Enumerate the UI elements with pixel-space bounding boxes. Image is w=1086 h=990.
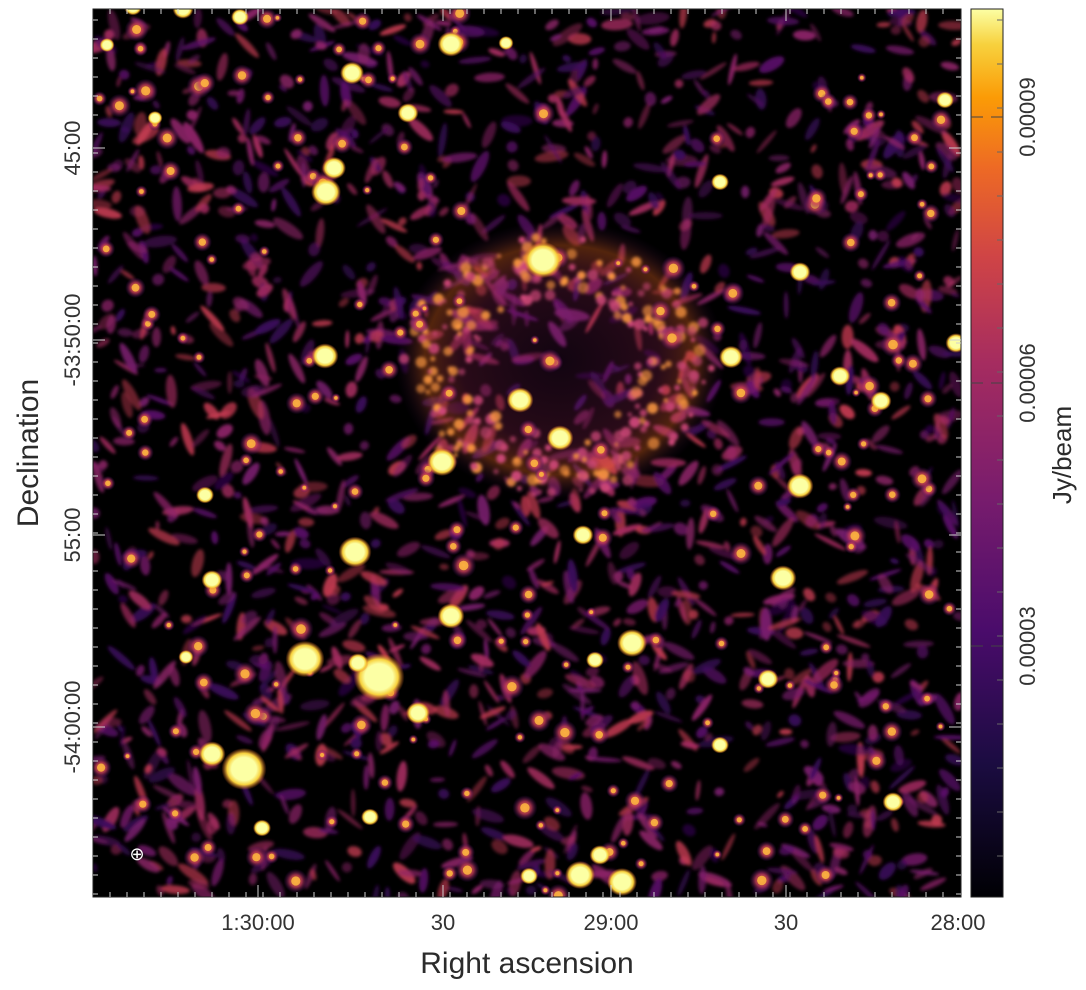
point-source <box>178 650 194 664</box>
colorbar-tick-marks <box>971 19 1003 857</box>
colorbar-tick-label-2: 0.00009 <box>1015 77 1040 157</box>
point-source <box>870 391 892 411</box>
point-source <box>427 448 457 476</box>
point-source <box>201 570 223 590</box>
point-source <box>945 333 961 353</box>
point-source <box>253 819 271 837</box>
point-source <box>586 651 604 669</box>
colorbar-frame <box>970 8 1004 898</box>
y-tick-label-0: 45:00 <box>60 120 85 175</box>
x-tick-label-0: 1:30:00 <box>221 910 294 935</box>
colorbar-tick-label-1: 0.00006 <box>1015 343 1040 423</box>
point-source <box>322 156 346 180</box>
x-tick-label-4: 28:00 <box>930 910 985 935</box>
x-tick-label-2: 29:00 <box>583 910 638 935</box>
faint-sources <box>93 9 957 897</box>
point-source <box>338 536 372 568</box>
point-source <box>607 868 637 896</box>
point-source <box>769 565 797 591</box>
shell-filaments <box>398 233 715 497</box>
point-source <box>711 736 729 754</box>
point-source <box>757 669 779 689</box>
point-source <box>231 9 249 26</box>
point-source <box>719 345 743 369</box>
y-tick-label-3: -54:00:00 <box>60 681 85 774</box>
point-source <box>437 31 465 57</box>
y-tick-label-1: -53:50:00 <box>60 294 85 387</box>
point-source <box>437 603 465 629</box>
point-source <box>340 61 364 85</box>
point-source <box>617 629 647 657</box>
point-source <box>198 741 226 767</box>
point-source <box>711 173 729 191</box>
x-tick-label-3: 30 <box>774 910 798 935</box>
point-source <box>221 748 267 790</box>
point-source <box>406 701 430 725</box>
map-frame <box>92 8 962 898</box>
point-source <box>285 640 325 678</box>
sky-map: ⊕ <box>92 8 962 898</box>
point-sources <box>99 9 961 896</box>
point-source <box>520 867 538 885</box>
point-source <box>789 262 811 282</box>
point-source <box>523 241 563 279</box>
point-source <box>882 792 904 812</box>
colorbar-gradient <box>971 9 1003 897</box>
colorbar-label: Jy/beam <box>1047 406 1077 504</box>
point-source <box>147 111 163 125</box>
x-axis-label: Right ascension <box>420 947 633 980</box>
point-source <box>572 525 594 545</box>
point-source <box>546 425 574 451</box>
point-source <box>361 808 379 826</box>
point-source <box>936 91 954 109</box>
beam-marker: ⊕ <box>129 844 144 865</box>
point-source <box>589 845 611 865</box>
point-source <box>311 178 341 206</box>
point-source <box>347 653 369 673</box>
point-source <box>99 38 115 52</box>
colorbar-tick-label-0: 0.00003 <box>1015 606 1040 686</box>
point-source <box>506 387 534 413</box>
point-source <box>498 36 514 50</box>
y-axis-label: Declination <box>12 379 45 527</box>
y-tick-label-2: 55:00 <box>60 507 85 562</box>
x-tick-label-1: 30 <box>431 910 455 935</box>
point-source <box>786 473 814 499</box>
point-source <box>311 343 339 369</box>
point-source <box>829 366 851 386</box>
colorbar: 0.00003 0.00006 0.00009 Jy/beam <box>970 8 1077 898</box>
point-source <box>124 9 142 16</box>
point-source <box>397 103 419 123</box>
point-source <box>565 861 595 889</box>
map-tick-marks <box>93 9 961 897</box>
point-source <box>196 486 214 504</box>
